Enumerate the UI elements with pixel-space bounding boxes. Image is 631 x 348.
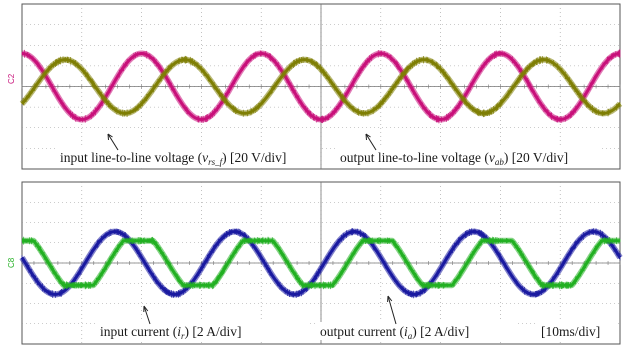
trace-i_a-noise [21, 236, 621, 290]
trace-v_rs_f-noise [21, 49, 621, 124]
arrow-input-current [143, 305, 151, 325]
bottom-channel-tag: C8 [7, 257, 16, 268]
arrow-input-voltage [107, 133, 119, 151]
top-annotation-layer: input line-to-line voltage (vrs_f) [20 V… [58, 133, 600, 167]
label-time-scale: [10ms/div] [541, 324, 600, 339]
label-output-current: output current (ia) [2 A/div] [320, 324, 469, 341]
label-input-line-voltage: input line-to-line voltage (vrs_f) [20 V… [60, 150, 286, 167]
top-panel-traces [19, 49, 623, 124]
bottom-annotation-layer: input current (ir) [2 A/div] output curr… [98, 295, 616, 341]
label-input-current: input current (ir) [2 A/div] [100, 324, 242, 341]
bottom-panel-traces [19, 228, 623, 299]
label-output-line-voltage: output line-to-line voltage (vab) [20 V/… [340, 150, 568, 167]
arrow-output-voltage [365, 133, 377, 151]
arrow-output-current [387, 295, 397, 325]
top-channel-tag: C2 [7, 73, 16, 84]
trace-v_ab-noise [21, 55, 621, 118]
